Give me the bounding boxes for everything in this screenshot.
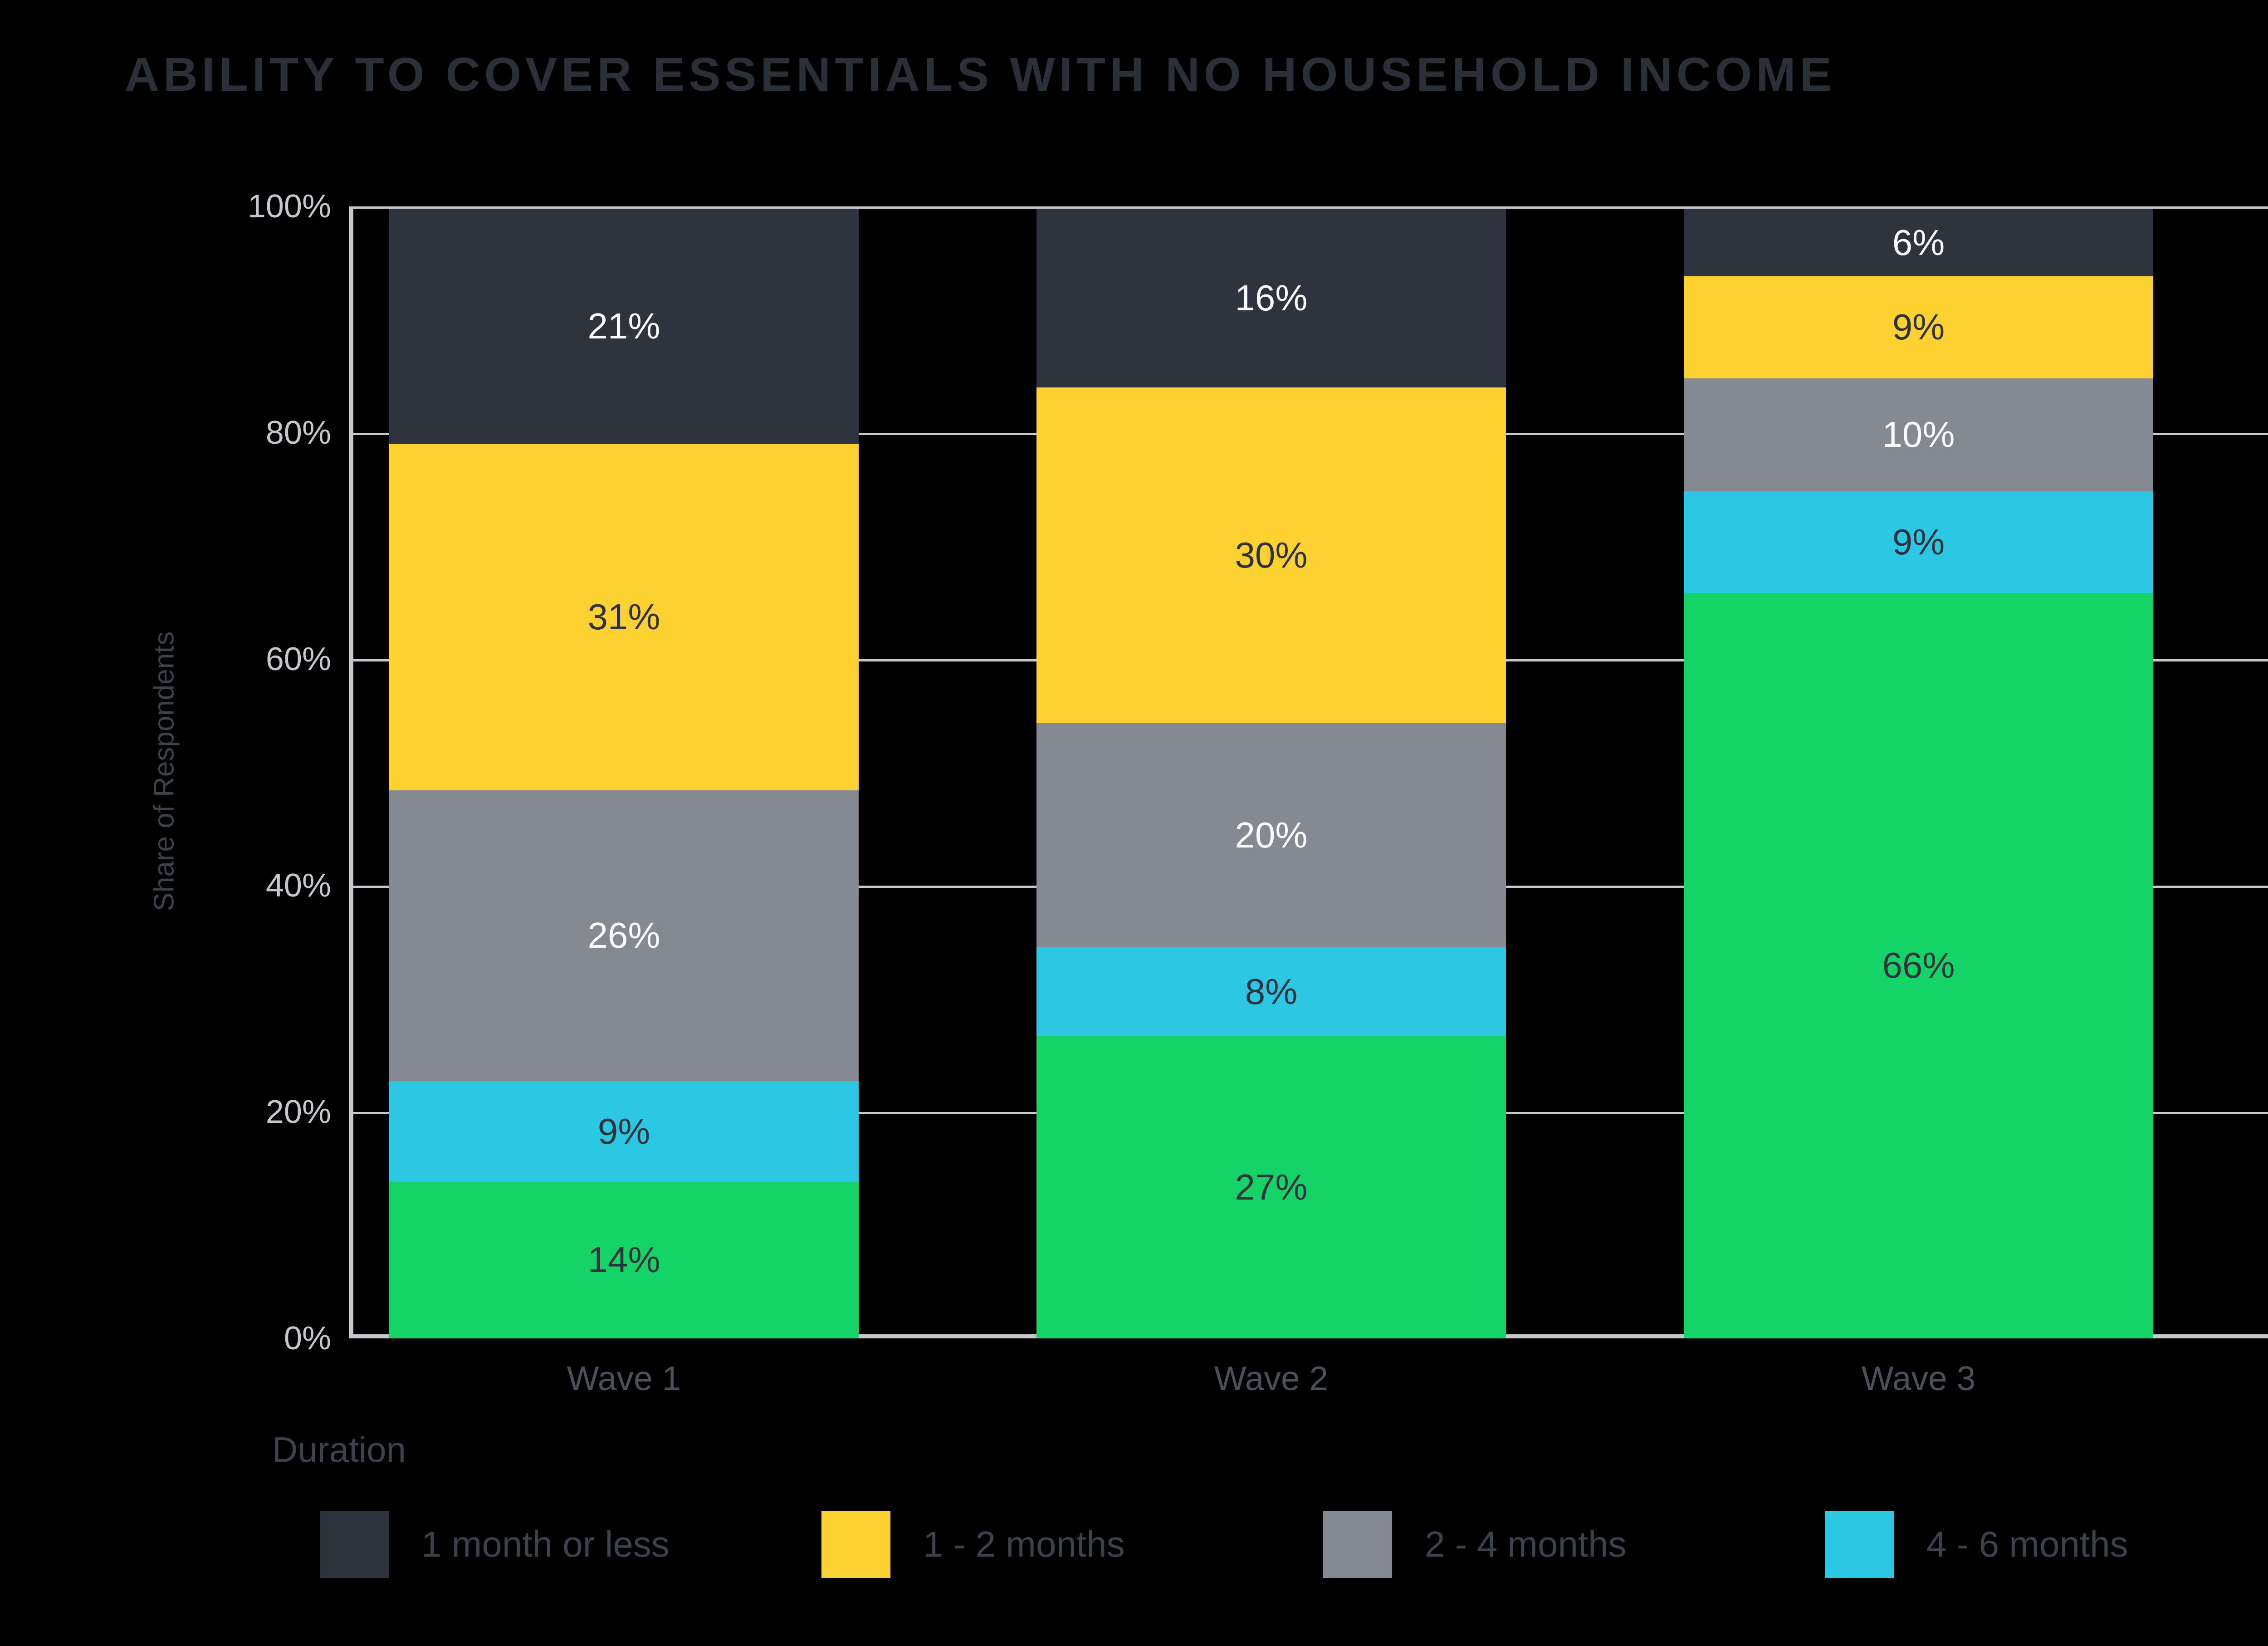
segment-value-label: 26% xyxy=(587,915,660,956)
y-tick-label: 40% xyxy=(265,867,331,904)
y-tick-label: 100% xyxy=(247,188,331,225)
segment-value-label: 31% xyxy=(587,596,660,637)
bar-segment: 8% xyxy=(1036,947,1506,1037)
bar-wave-2: 16% 30% 20% 8% 27% xyxy=(1036,209,1506,1338)
legend-item: 1 - 2 months xyxy=(821,1511,1323,1578)
y-tick-label: 0% xyxy=(284,1320,331,1357)
segment-value-label: 8% xyxy=(1245,971,1298,1012)
legend-swatch xyxy=(821,1511,890,1578)
bar-segment: 6% xyxy=(1684,209,2153,277)
bar-segment: 10% xyxy=(1684,378,2153,491)
segment-value-label: 9% xyxy=(1892,307,1945,348)
x-axis-label: Wave 3 xyxy=(1861,1359,1976,1397)
bar-segment: 31% xyxy=(389,443,859,790)
bar-segment: 20% xyxy=(1036,723,1506,947)
chart-title: ABILITY TO COVER ESSENTIALS WITH NO HOUS… xyxy=(125,48,1836,101)
segment-value-label: 21% xyxy=(587,305,660,346)
bar-segment: 21% xyxy=(389,209,859,444)
x-axis-label: Wave 1 xyxy=(567,1359,681,1397)
legend: 1 month or less 1 - 2 months 2 - 4 months 4… xyxy=(320,1511,2268,1578)
legend-label: 1 - 2 months xyxy=(923,1524,1125,1564)
segment-value-label: 30% xyxy=(1235,535,1308,576)
segment-value-label: 14% xyxy=(587,1239,660,1280)
bar-segment: 9% xyxy=(1684,491,2153,593)
y-tick-label: 20% xyxy=(265,1094,331,1130)
y-tick-label: 80% xyxy=(265,415,331,451)
segment-value-label: 10% xyxy=(1882,414,1955,455)
segment-value-label: 6% xyxy=(1892,222,1945,263)
x-axis-label: Wave 2 xyxy=(1214,1359,1329,1397)
bar-segment: 26% xyxy=(389,790,859,1081)
bar-segment: 9% xyxy=(1684,276,2153,378)
segment-value-label: 27% xyxy=(1235,1167,1308,1208)
legend-item: 1 month or less xyxy=(320,1511,821,1578)
segment-value-label: 16% xyxy=(1235,278,1308,318)
legend-title: Duration xyxy=(272,1430,406,1470)
y-tick-labels: 100% 80% 60% 40% 20% 0% xyxy=(0,188,331,1357)
legend-item: 2 - 4 months xyxy=(1323,1511,1825,1578)
bar-segment: 9% xyxy=(389,1081,859,1182)
segment-value-label: 9% xyxy=(597,1111,650,1151)
legend-label: 1 month or less xyxy=(421,1524,670,1564)
y-tick-label: 60% xyxy=(265,641,331,677)
plot-area: 21% 31% 26% 9% 14% 16% 30% 20% 8% 27% 6% 9% 10% 9% 66%… xyxy=(349,206,2268,1338)
gridline-100% xyxy=(349,206,2268,209)
legend-swatch xyxy=(320,1511,389,1578)
segment-value-label: 9% xyxy=(1892,521,1945,562)
y-axis-line xyxy=(349,206,353,1338)
bar-wave-1: 21% 31% 26% 9% 14% xyxy=(389,209,859,1338)
bar-segment: 30% xyxy=(1036,387,1506,724)
legend-swatch xyxy=(1323,1511,1392,1578)
bar-segment: 16% xyxy=(1036,209,1506,388)
bar-segment: 66% xyxy=(1684,593,2153,1338)
legend-swatch xyxy=(1825,1511,1894,1578)
legend-label: 4 - 6 months xyxy=(1926,1524,2128,1564)
legend-item: 4 - 6 months xyxy=(1825,1511,2268,1578)
legend-label: 2 - 4 months xyxy=(1425,1524,1627,1564)
bar-wave-3: 6% 9% 10% 9% 66% xyxy=(1684,209,2153,1338)
segment-value-label: 20% xyxy=(1235,814,1308,855)
segment-value-label: 66% xyxy=(1882,945,1955,986)
bar-segment: 27% xyxy=(1036,1036,1506,1338)
bar-segment: 14% xyxy=(389,1181,859,1338)
bars-container: 21% 31% 26% 9% 14% 16% 30% 20% 8% 27% 6% 9% 10% 9% 66%… xyxy=(389,209,2268,1338)
